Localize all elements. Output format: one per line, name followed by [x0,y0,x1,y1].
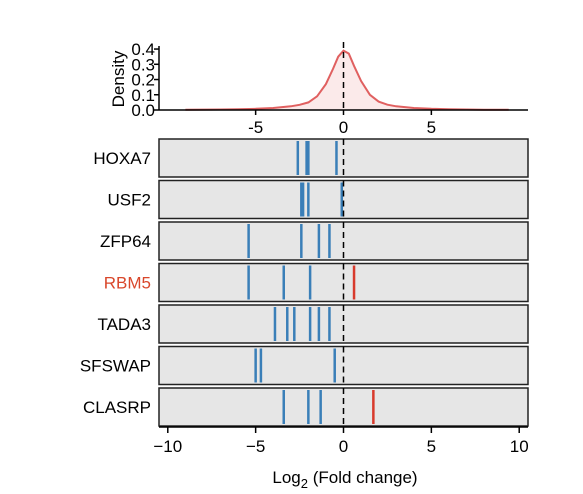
density-panel: 0.00.10.20.30.4 -5 0 5 Density [109,40,528,137]
gene-panel-clasrp: CLASRP [83,387,529,427]
density-x-tick-label: 0 [339,118,348,137]
density-y-tick-label: 0.4 [131,40,155,59]
fold-change-x-axis: −10 −5 0 5 10 Log2 (Fold change) [153,426,529,491]
gene-label: RBM5 [104,274,151,293]
gene-label: HOXA7 [93,149,151,168]
gene-fold-change-panels: HOXA7 USF2 ZFP64 RBM5 TADA3 SFSWAP CLASRP [80,138,529,427]
gene-label: TADA3 [97,315,151,334]
fold-change-x-tick-label: 10 [510,437,529,456]
gene-panel-tada3: TADA3 [97,304,529,344]
fold-change-x-ticks: −10 −5 0 5 10 [153,427,529,456]
density-y-ticks: 0.00.10.20.30.4 [131,40,159,120]
density-x-tick-label: 5 [427,118,436,137]
gene-label: CLASRP [83,398,151,417]
density-x-tick-label: -5 [248,118,263,137]
density-area-fill [185,50,509,110]
density-y-tick-label: 0.3 [131,55,155,74]
density-y-axis-label: Density [109,50,128,107]
gene-label: ZFP64 [100,232,151,251]
gene-panel-sfswap: SFSWAP [80,345,529,386]
density-y-tick-label: 0.0 [131,101,155,120]
density-x-ticks: -5 0 5 [248,110,436,137]
density-curve [185,49,509,111]
gene-panel-rbm5: RBM5 [104,262,529,303]
density-y-tick-label: 0.2 [131,71,155,90]
fold-change-x-tick-label: 5 [427,437,436,456]
x-axis-label-subscript: 2 [301,476,308,491]
gene-panel-hoxa7: HOXA7 [93,138,529,178]
x-axis-label-main: Log [272,468,300,487]
density-y-tick-label: 0.1 [131,86,155,105]
fold-change-x-axis-label: Log2 (Fold change) [272,468,417,491]
gene-label: SFSWAP [80,357,151,376]
x-axis-label-tail: (Fold change) [308,468,418,487]
fold-change-x-tick-label: −10 [153,437,182,456]
gene-panel-usf2: USF2 [108,179,529,220]
gene-label: USF2 [108,191,151,210]
gene-panel-zfp64: ZFP64 [100,221,529,261]
fold-change-x-tick-label: −5 [246,437,265,456]
fold-change-x-tick-label: 0 [339,437,348,456]
